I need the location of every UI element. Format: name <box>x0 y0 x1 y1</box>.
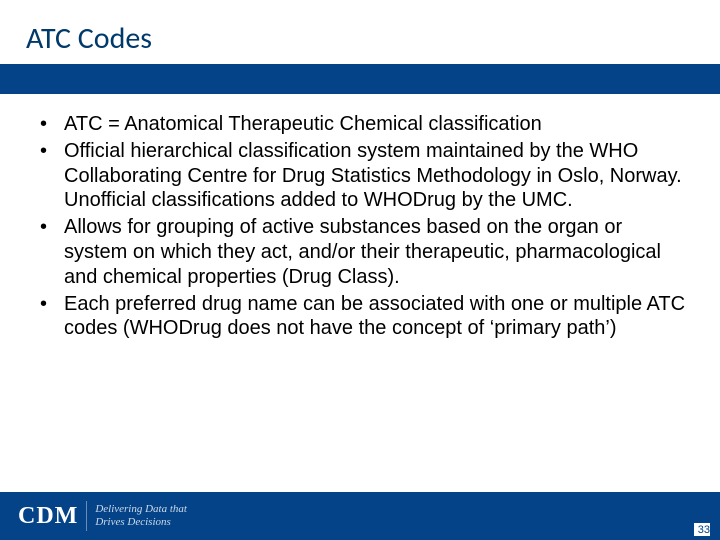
bullet-item: Each preferred drug name can be associat… <box>30 292 690 342</box>
slide-header: ATC Codes Roche <box>0 0 720 94</box>
cdm-tagline: Delivering Data that Drives Decisions <box>95 503 187 529</box>
bullet-item: ATC = Anatomical Therapeutic Chemical cl… <box>30 112 690 137</box>
roche-logo: Roche <box>638 18 706 48</box>
slide-footer: CDM Delivering Data that Drives Decision… <box>0 492 720 540</box>
tagline-line-2: Drives Decisions <box>95 516 187 529</box>
roche-logo-text: Roche <box>651 25 694 41</box>
tagline-line-1: Delivering Data that <box>95 503 187 516</box>
cdm-logo-text: CDM <box>18 503 78 530</box>
bullet-list: ATC = Anatomical Therapeutic Chemical cl… <box>30 112 690 341</box>
bullet-item: Allows for grouping of active substances… <box>30 215 690 289</box>
slide-title: ATC Codes <box>26 20 152 57</box>
cdm-logo: CDM Delivering Data that Drives Decision… <box>18 501 187 531</box>
slide-content: ATC = Anatomical Therapeutic Chemical cl… <box>30 112 690 343</box>
page-number: 33 <box>694 523 710 536</box>
cdm-divider <box>86 501 87 531</box>
header-blue-band <box>0 64 720 94</box>
bullet-item: Official hierarchical classification sys… <box>30 139 690 213</box>
